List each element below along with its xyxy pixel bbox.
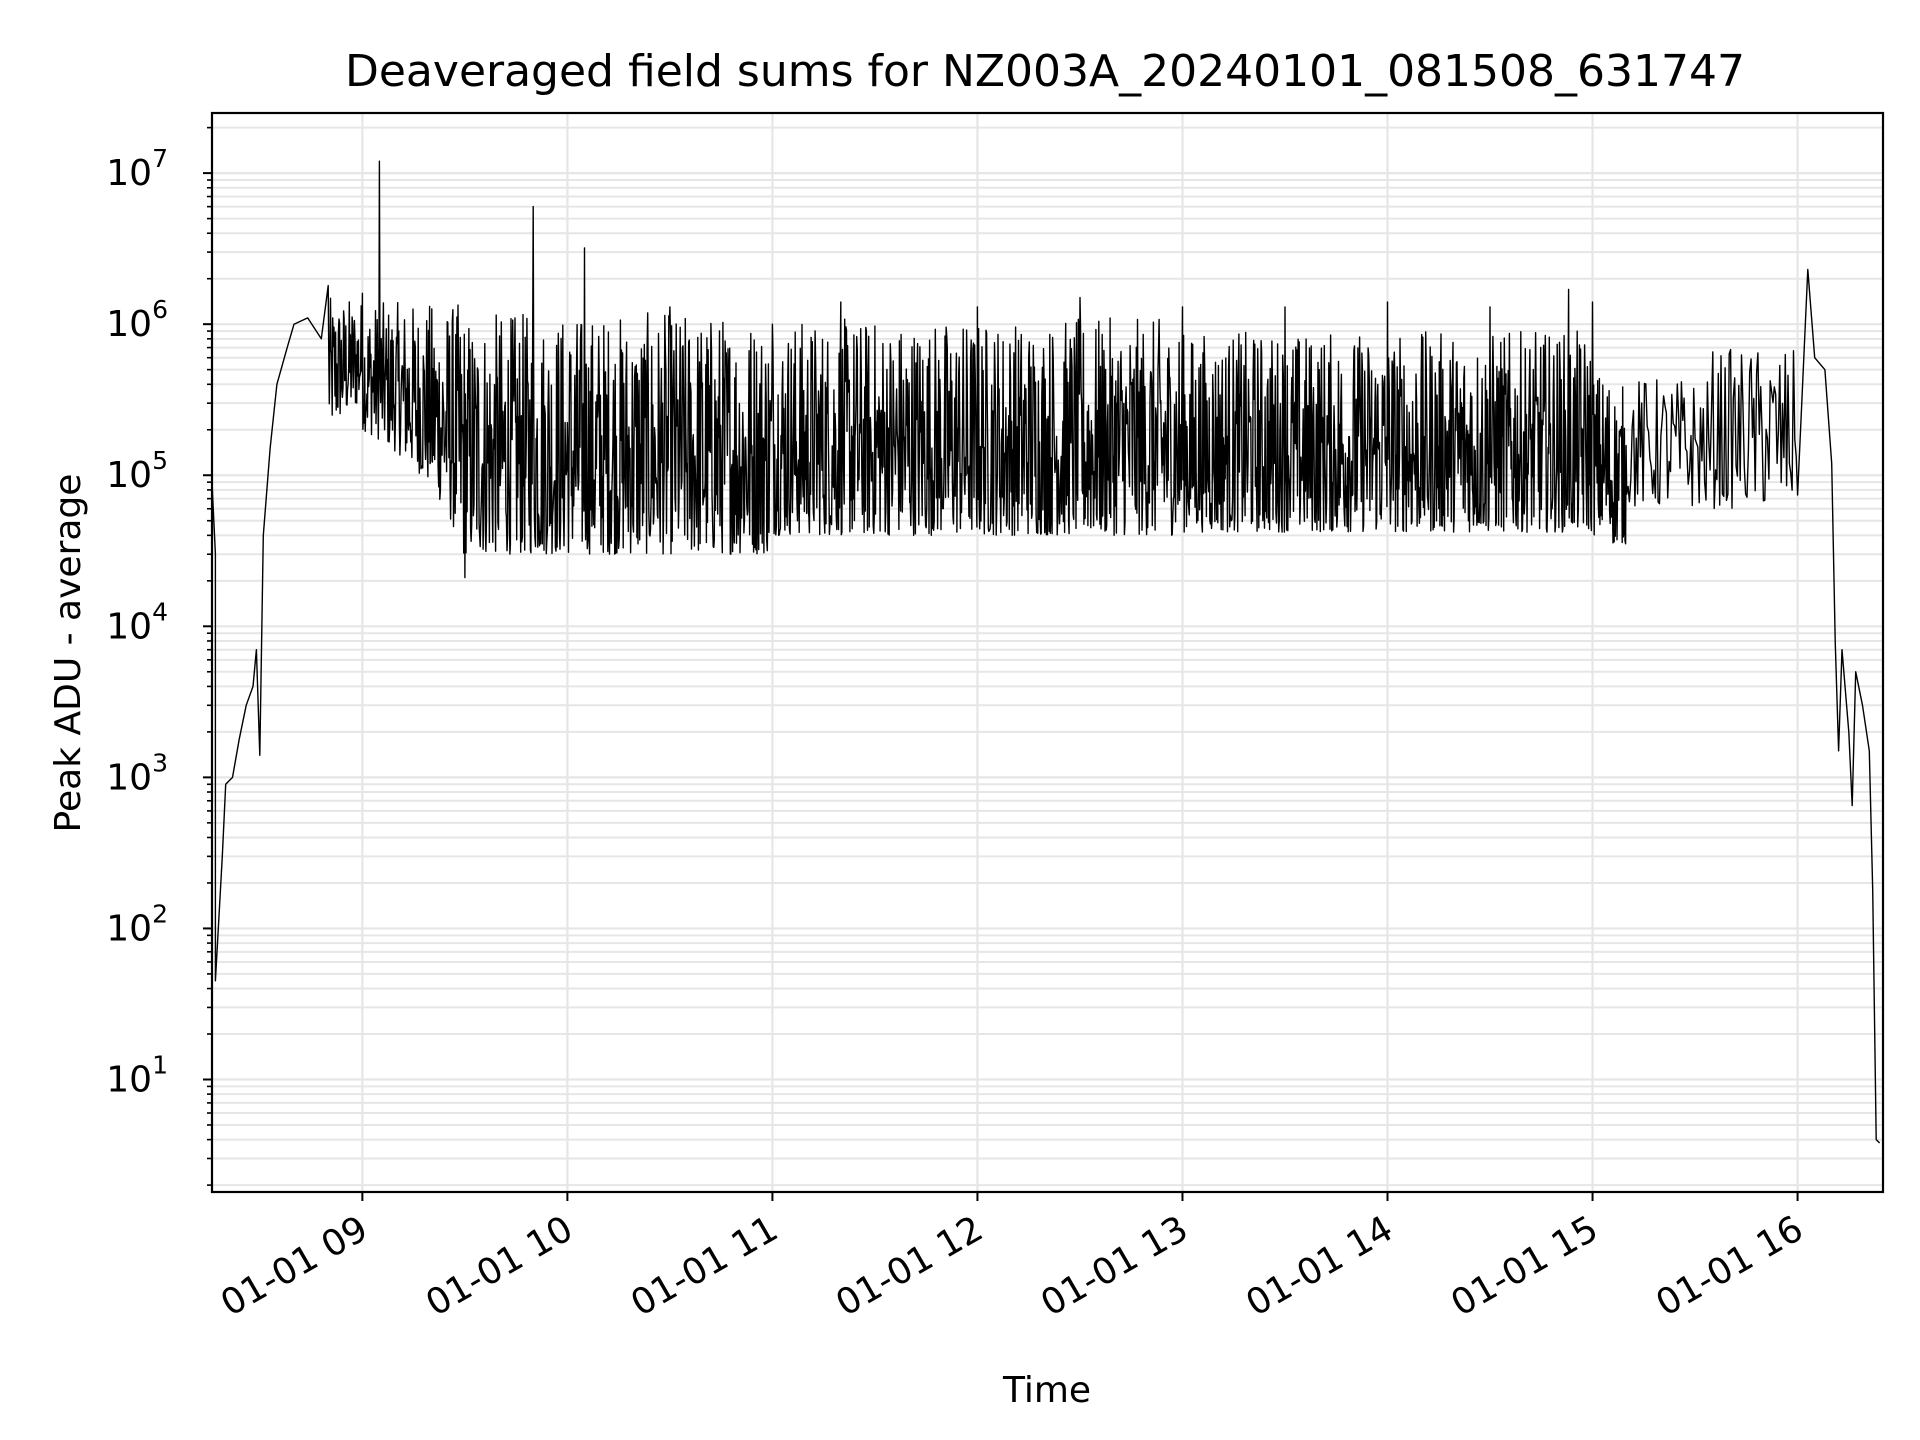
plot-frame: [210, 111, 1885, 1194]
y-tick-label: 102: [106, 899, 168, 949]
y-tick-label: 101: [106, 1050, 168, 1100]
x-axis-label: Time: [1002, 1370, 1091, 1411]
y-tick-label: 104: [106, 597, 168, 647]
grid-lines: [212, 113, 1883, 1192]
chart-title: Deaveraged field sums for NZ003A_2024010…: [345, 46, 1745, 97]
y-tick-label: 105: [106, 446, 168, 496]
y-tick-label: 106: [106, 295, 168, 345]
y-tick-label: 103: [106, 748, 168, 798]
series-line: [211, 160, 1881, 1144]
y-axis-label: Peak ADU - average: [48, 474, 89, 833]
y-tick-label: 107: [106, 144, 168, 194]
y-axis: 101 102 103 104 105 106 107: [106, 126, 212, 1186]
